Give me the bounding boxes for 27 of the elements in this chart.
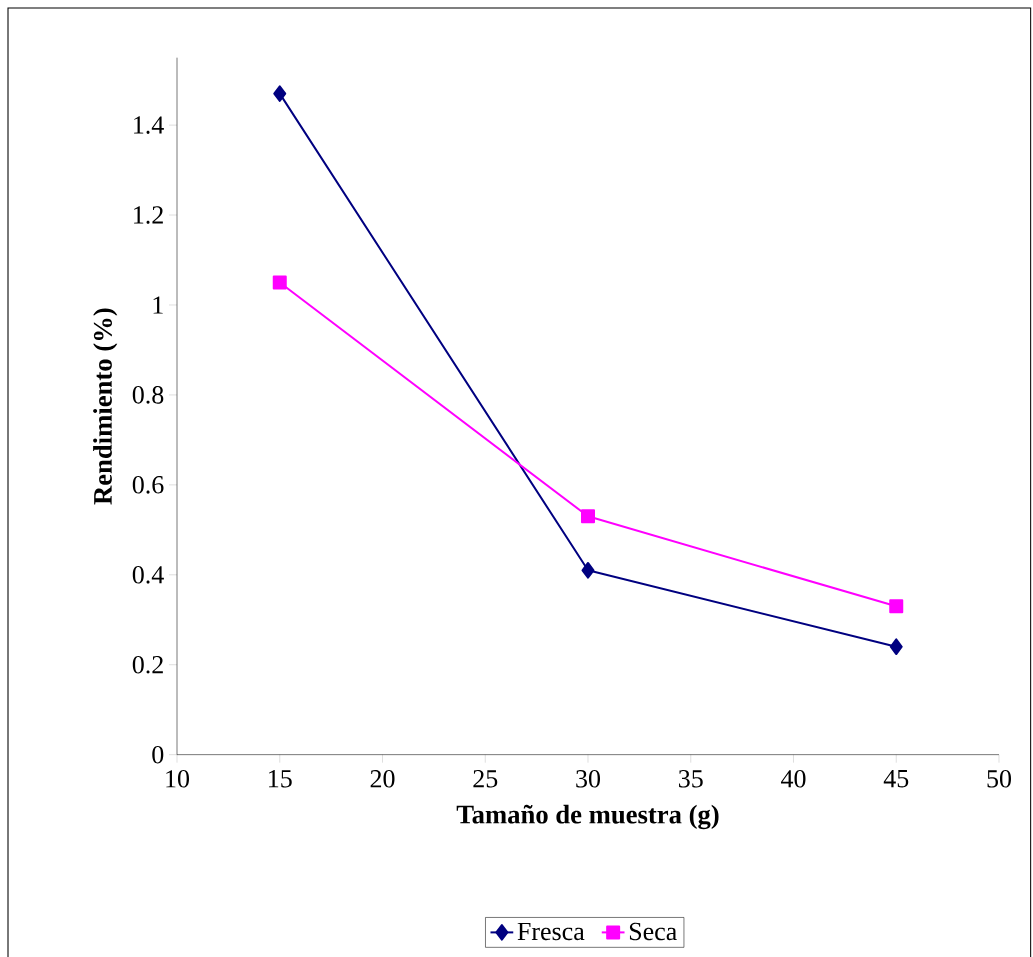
y-tick-label: 0.2 [132, 655, 163, 674]
point [581, 509, 595, 524]
x-tick-label: 40 [781, 770, 806, 788]
legend-label: Seca [629, 922, 677, 941]
x-tick-label: 45 [883, 770, 909, 788]
y-tick-label: 0.8 [132, 386, 164, 404]
point [272, 275, 287, 290]
x-tick-label: 10 [166, 770, 190, 788]
y-tick-label: 1.4 [134, 116, 164, 134]
x-tick-label: 20 [370, 770, 395, 788]
y-tick-label: 1 [153, 296, 163, 314]
y-tick-label: 0.4 [132, 565, 164, 584]
y-tick-label: 0 [152, 745, 164, 764]
x-tick-label: 50 [987, 770, 1011, 788]
x-tick-label: 35 [678, 770, 703, 788]
point [889, 638, 903, 656]
point [581, 561, 595, 579]
y-tick-label: 1.2 [134, 206, 163, 224]
x-tick-label: 15 [269, 770, 292, 788]
x-tick-label: 30 [576, 770, 600, 788]
x-tick-label: 25 [473, 770, 498, 788]
y-axis-title: Rendimiento (%) [93, 308, 118, 505]
y-tick-label: 0.6 [132, 476, 164, 494]
point [889, 599, 904, 614]
point [273, 85, 287, 102]
legend-label: Fresca [517, 922, 585, 941]
x-axis-title: Tamaño de muestra (g) [456, 804, 719, 830]
